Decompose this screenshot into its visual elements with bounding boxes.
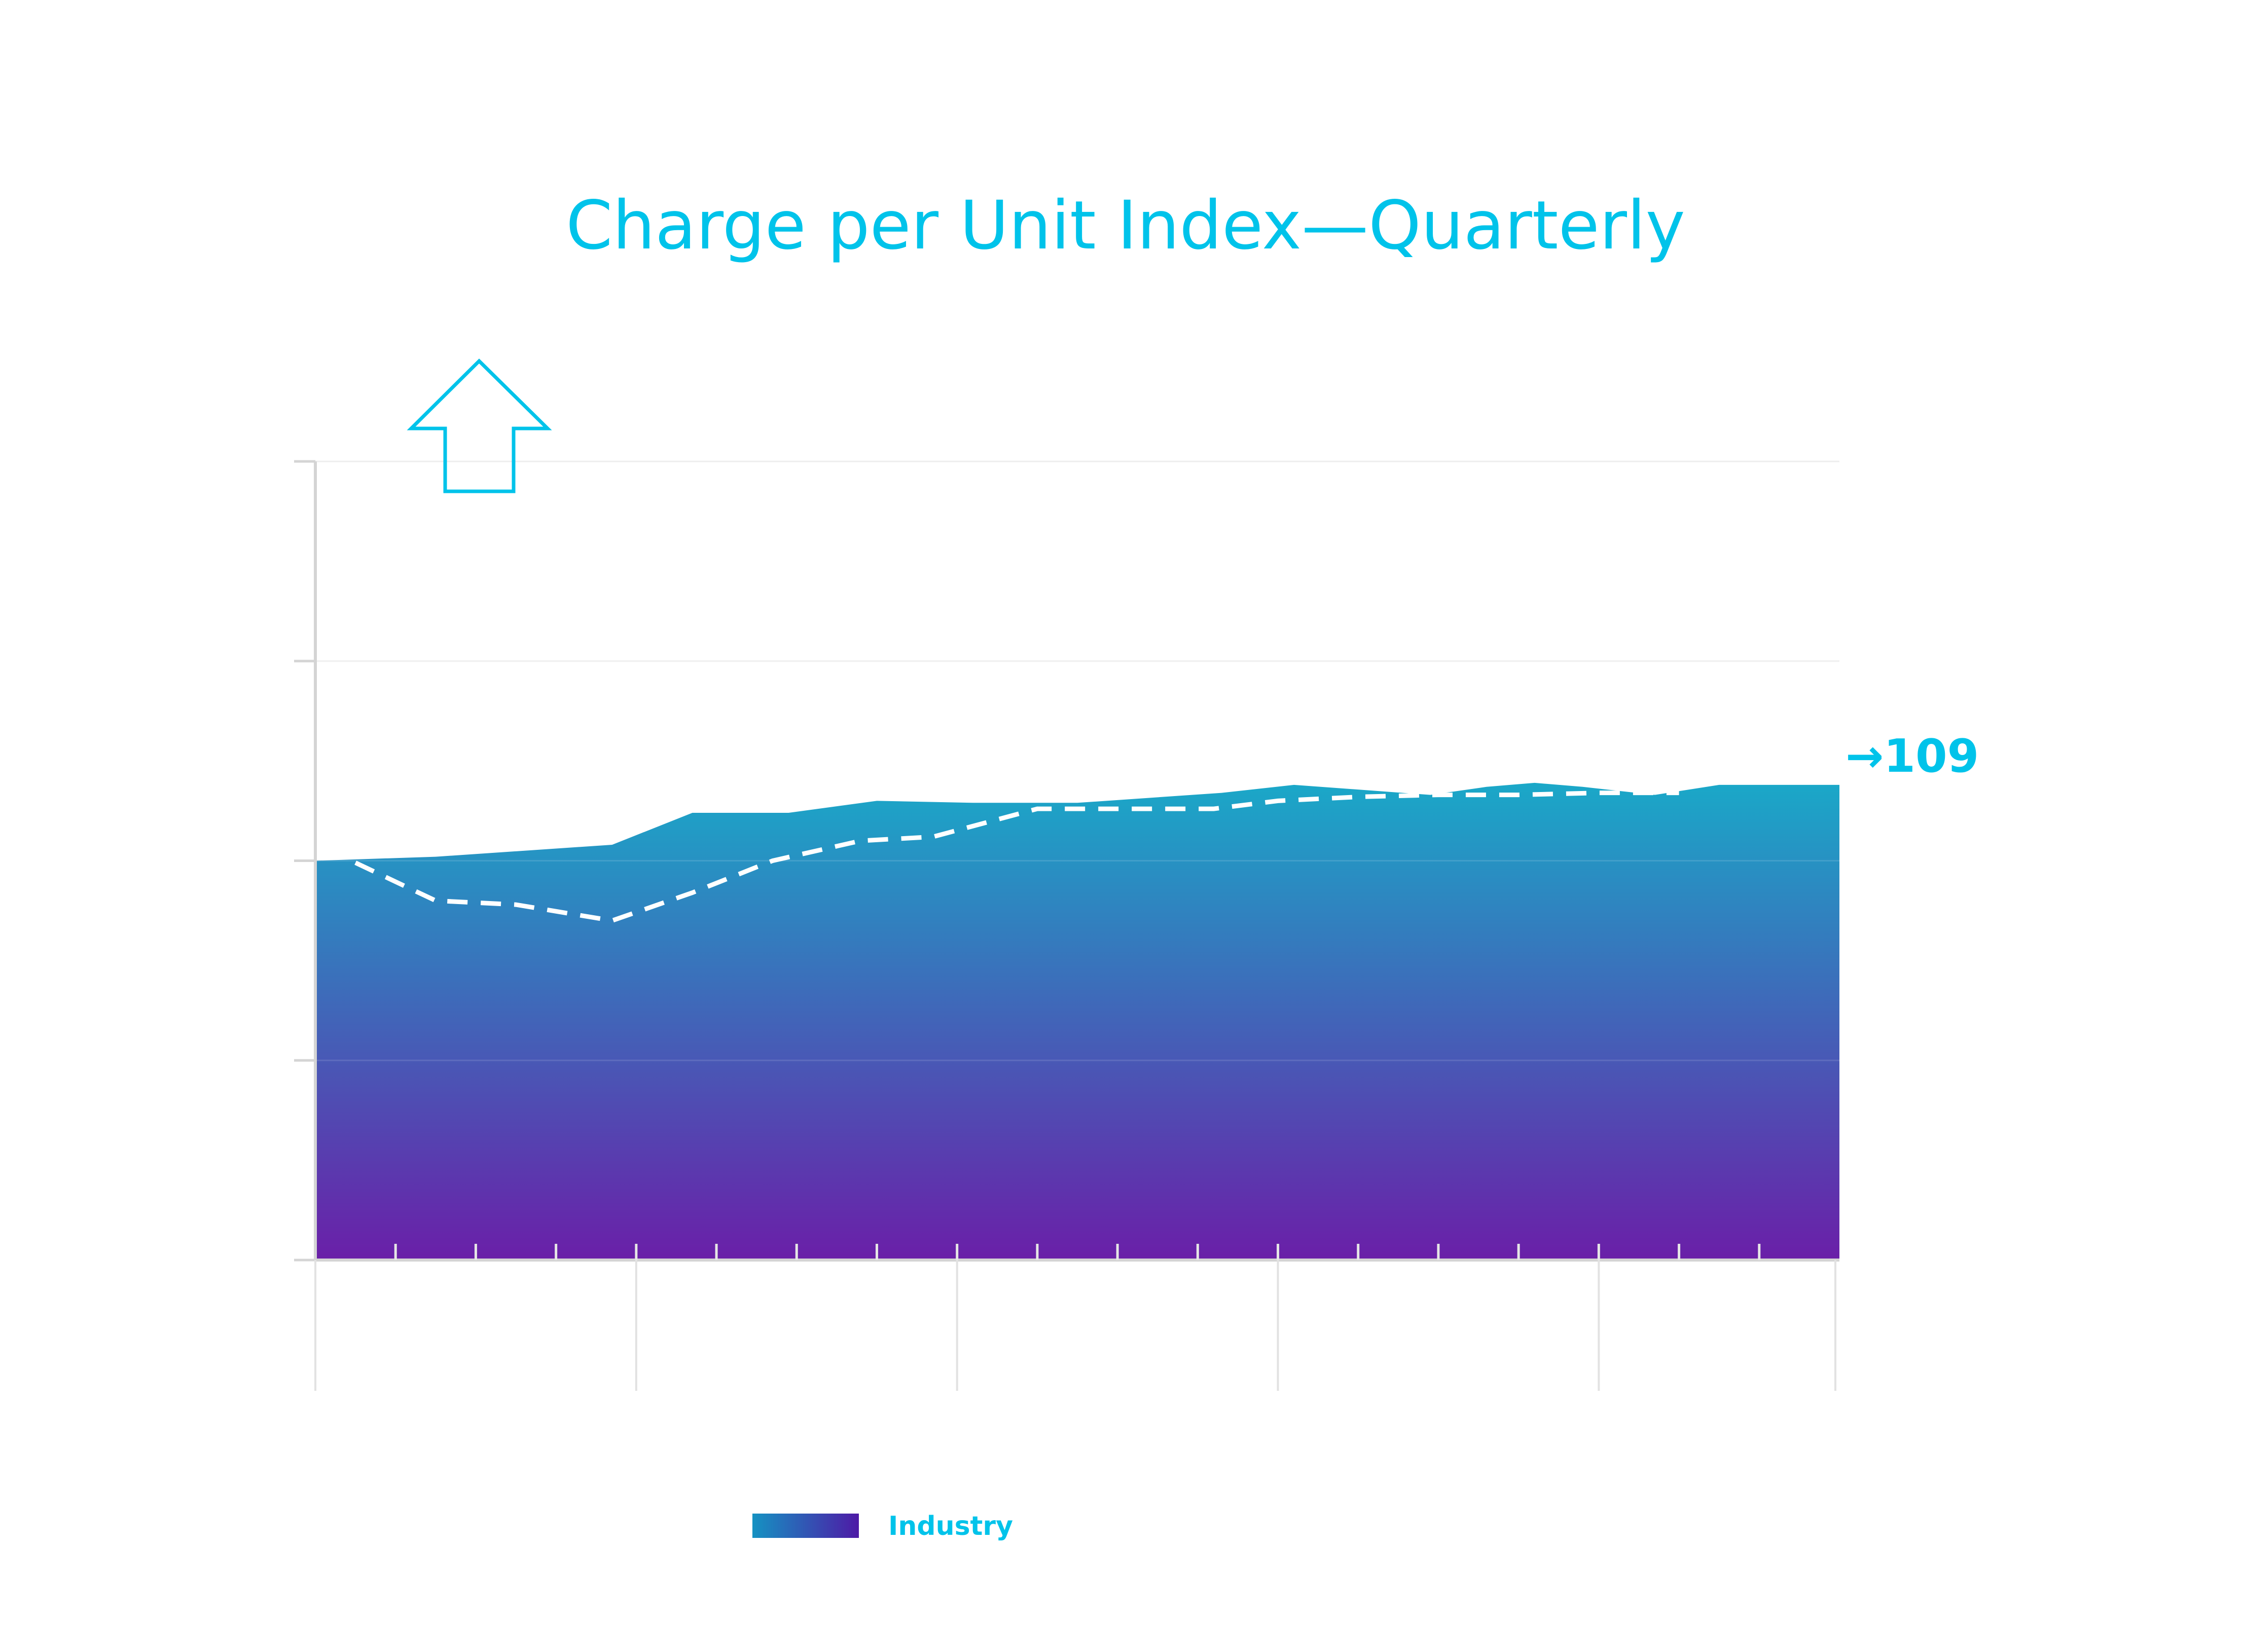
- company-dashed-line: [354, 791, 1679, 923]
- industry-area: [315, 782, 1839, 1260]
- chart-title: Charge per Unit Index—Quarterly: [566, 187, 1685, 265]
- x-ticks: [314, 1244, 1836, 1391]
- industry-end-value-label: →109: [1846, 730, 1979, 783]
- legend-swatch-industry: [752, 1514, 859, 1538]
- axes: [314, 461, 1839, 1262]
- up-arrow-icon: [407, 358, 552, 493]
- legend-label-industry: Industry: [888, 1511, 1013, 1541]
- company-dashed-layer: [354, 791, 1679, 923]
- industry-area-layer: [315, 660, 1839, 1260]
